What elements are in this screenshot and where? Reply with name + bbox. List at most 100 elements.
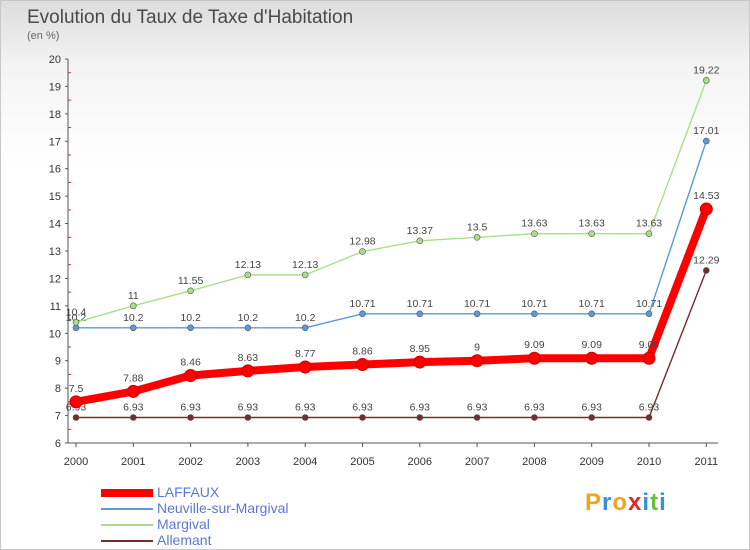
data-point-laffaux bbox=[241, 364, 255, 378]
x-tick-label: 2010 bbox=[637, 456, 661, 468]
data-point-laffaux bbox=[413, 355, 427, 369]
y-tick-label: 16 bbox=[49, 164, 61, 176]
y-tick-label: 20 bbox=[49, 54, 61, 66]
y-tick-label: 17 bbox=[49, 136, 61, 148]
x-tick-label: 2001 bbox=[121, 456, 145, 468]
data-label-neuville-sur-margival: 10.71 bbox=[349, 298, 375, 310]
data-point-allemant bbox=[130, 414, 137, 421]
data-point-margival bbox=[702, 77, 710, 84]
legend-label-margival: Margival bbox=[157, 516, 210, 532]
y-tick-label: 10 bbox=[49, 328, 61, 340]
data-point-neuville-sur-margival bbox=[473, 310, 481, 318]
x-tick-label: 2003 bbox=[236, 456, 260, 468]
x-tick-label: 2011 bbox=[694, 456, 718, 468]
x-tick-label: 2000 bbox=[64, 456, 88, 468]
x-tick-label: 2009 bbox=[579, 456, 603, 468]
legend-label-neuville: Neuville-sur-Margival bbox=[157, 500, 289, 516]
data-label-allemant: 6.93 bbox=[238, 401, 259, 413]
data-point-allemant bbox=[416, 414, 424, 421]
x-tick-label: 2002 bbox=[178, 456, 202, 468]
data-label-allemant: 12.29 bbox=[693, 254, 719, 266]
data-point-margival bbox=[645, 230, 653, 238]
data-point-laffaux bbox=[699, 202, 713, 216]
data-label-margival: 13.5 bbox=[467, 221, 488, 233]
data-label-neuville-sur-margival: 10.2 bbox=[295, 312, 316, 324]
data-point-allemant bbox=[72, 414, 80, 421]
data-point-neuville-sur-margival bbox=[244, 324, 252, 332]
data-label-laffaux: 7.5 bbox=[69, 383, 84, 395]
data-point-margival bbox=[588, 230, 596, 238]
data-label-allemant: 6.93 bbox=[639, 401, 660, 413]
y-tick-label: 11 bbox=[50, 301, 61, 313]
x-tick-label: 2007 bbox=[465, 456, 489, 468]
data-point-allemant bbox=[531, 414, 538, 421]
data-point-margival bbox=[72, 319, 80, 326]
data-point-neuville-sur-margival bbox=[72, 324, 80, 332]
y-tick-label: 14 bbox=[49, 219, 61, 231]
y-tick-label: 8 bbox=[55, 383, 61, 395]
series-line-neuville-sur-margival bbox=[75, 140, 707, 329]
data-point-allemant bbox=[588, 414, 596, 421]
data-label-laffaux: 9.09 bbox=[524, 339, 545, 351]
data-point-margival bbox=[531, 230, 538, 238]
data-label-margival: 13.63 bbox=[579, 218, 605, 230]
data-point-allemant bbox=[244, 414, 252, 421]
data-label-laffaux: 8.86 bbox=[352, 346, 373, 358]
legend-swatch-laffaux bbox=[101, 489, 153, 497]
data-label-laffaux: 9.09 bbox=[639, 339, 660, 351]
data-label-neuville-sur-margival: 10.2 bbox=[123, 312, 144, 324]
y-tick-label: 12 bbox=[49, 273, 61, 285]
x-tick-label: 2006 bbox=[408, 456, 432, 468]
legend-label-allemant: Allemant bbox=[157, 532, 212, 548]
logo-letter: o bbox=[612, 489, 629, 516]
data-label-margival: 19.22 bbox=[693, 64, 719, 76]
legend-swatch-neuville bbox=[101, 508, 153, 510]
data-label-allemant: 6.93 bbox=[581, 401, 602, 413]
legend-swatch-allemant bbox=[101, 540, 153, 542]
data-label-margival: 12.13 bbox=[292, 259, 318, 271]
data-label-allemant: 6.93 bbox=[180, 401, 201, 413]
data-point-laffaux bbox=[527, 351, 541, 365]
data-point-allemant bbox=[301, 414, 309, 421]
data-point-neuville-sur-margival bbox=[416, 310, 424, 318]
data-label-laffaux: 9 bbox=[474, 342, 480, 354]
data-label-allemant: 6.93 bbox=[295, 401, 316, 413]
y-tick-label: 18 bbox=[49, 109, 61, 121]
data-point-laffaux bbox=[298, 360, 312, 374]
logo-letter: P bbox=[585, 489, 603, 516]
chart-title: Evolution du Taux de Taxe d'Habitation bbox=[27, 7, 354, 28]
data-label-margival: 11.55 bbox=[178, 275, 204, 287]
data-point-neuville-sur-margival bbox=[359, 310, 366, 318]
data-label-laffaux: 8.95 bbox=[410, 343, 431, 355]
data-label-neuville-sur-margival: 10.71 bbox=[464, 298, 490, 310]
logo-letter: i bbox=[642, 489, 651, 516]
unit-label: (en %) bbox=[27, 30, 60, 42]
data-label-allemant: 6.93 bbox=[123, 401, 144, 413]
data-point-margival bbox=[130, 302, 137, 310]
data-label-margival: 10.4 bbox=[66, 306, 87, 318]
y-tick-label: 7 bbox=[55, 411, 61, 423]
data-label-laffaux: 7.88 bbox=[123, 372, 144, 384]
data-label-laffaux: 8.46 bbox=[180, 357, 201, 369]
data-label-margival: 12.98 bbox=[349, 236, 375, 248]
data-point-margival bbox=[359, 248, 366, 255]
data-point-allemant bbox=[702, 267, 710, 274]
data-point-laffaux bbox=[184, 369, 198, 383]
data-point-margival bbox=[187, 287, 194, 295]
data-label-allemant: 6.93 bbox=[352, 401, 373, 413]
data-point-laffaux bbox=[356, 358, 369, 372]
data-point-margival bbox=[301, 271, 309, 279]
data-point-laffaux bbox=[642, 351, 656, 365]
data-point-laffaux bbox=[470, 354, 484, 368]
logo-letter: x bbox=[628, 489, 643, 516]
data-label-allemant: 6.93 bbox=[467, 401, 488, 413]
data-label-neuville-sur-margival: 10.2 bbox=[180, 312, 201, 324]
data-point-neuville-sur-margival bbox=[702, 137, 710, 145]
y-tick-label: 6 bbox=[55, 438, 61, 450]
logo-letter: i bbox=[659, 489, 667, 516]
x-tick-label: 2008 bbox=[522, 456, 546, 468]
data-label-neuville-sur-margival: 10.71 bbox=[407, 298, 433, 310]
data-point-allemant bbox=[187, 414, 194, 421]
data-label-neuville-sur-margival: 17.01 bbox=[693, 125, 719, 137]
